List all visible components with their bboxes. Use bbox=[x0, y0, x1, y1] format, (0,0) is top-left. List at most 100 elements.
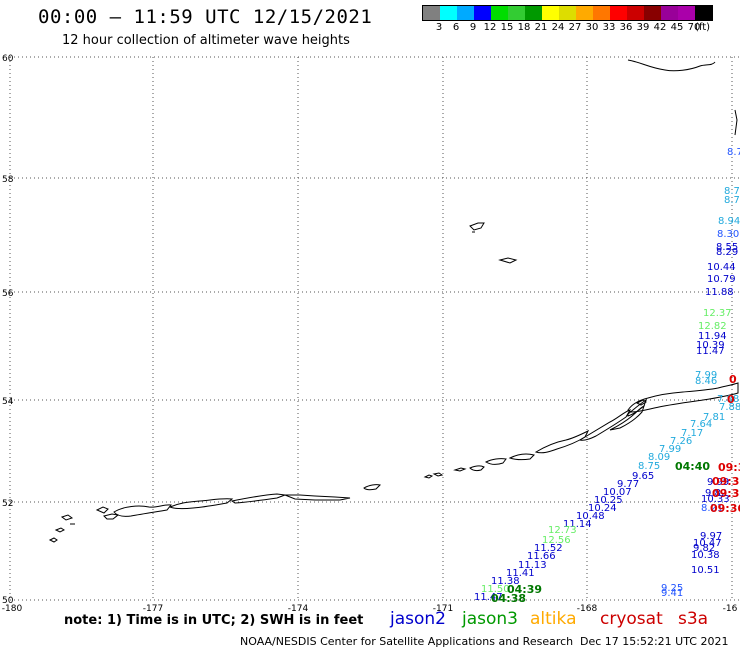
legend-label: 33 bbox=[602, 22, 616, 33]
wave-height-value: 10.39 bbox=[696, 340, 725, 351]
lat-label: 54 bbox=[2, 397, 14, 407]
wave-height-value: 12.37 bbox=[703, 308, 732, 319]
wave-height-value: 8.94 bbox=[718, 216, 740, 227]
legend-swatch bbox=[525, 6, 542, 20]
wave-height-value: 11.94 bbox=[698, 331, 727, 342]
wave-height-value: 09:3 bbox=[718, 461, 740, 474]
wave-height-value: 11.41 bbox=[506, 568, 535, 579]
legend-label: 30 bbox=[585, 22, 599, 33]
wave-height-value: 8.7 bbox=[724, 186, 740, 197]
map-title: 00:00 – 11:59 UTC 12/15/2021 bbox=[38, 6, 373, 28]
legend-color-bar bbox=[422, 5, 713, 21]
legend-label: 70 bbox=[687, 22, 701, 33]
wave-height-value: 10.07 bbox=[603, 487, 632, 498]
wave-height-value: 7.88 bbox=[717, 394, 739, 405]
wave-height-value: 04:40 bbox=[675, 460, 710, 473]
wave-height-value: 8.7 bbox=[727, 147, 740, 158]
wave-height-value: 7.99 bbox=[659, 444, 681, 455]
legend-swatch bbox=[610, 6, 627, 20]
wave-height-value: 8.7 bbox=[724, 195, 740, 206]
wave-height-value: 11.14 bbox=[563, 519, 592, 530]
wave-height-value: 10.79 bbox=[707, 274, 736, 285]
legend-label: 18 bbox=[517, 22, 531, 33]
wave-height-value: 11.50 bbox=[481, 584, 510, 595]
wave-height-value: 9.99 bbox=[707, 477, 729, 488]
wave-height-value: 9.65 bbox=[632, 471, 654, 482]
legend-label: 39 bbox=[636, 22, 650, 33]
wave-height-value: 0 bbox=[727, 393, 735, 406]
wave-height-value: 10.25 bbox=[594, 495, 623, 506]
legend-label: 24 bbox=[551, 22, 565, 33]
legend-swatch bbox=[423, 6, 440, 20]
legend-label: 15 bbox=[500, 22, 514, 33]
wave-height-value: 10.44 bbox=[707, 262, 736, 273]
wave-height-value: 10.51 bbox=[691, 565, 720, 576]
lat-label: 58 bbox=[2, 175, 14, 185]
legend-swatch bbox=[678, 6, 695, 20]
wave-height-value: 11.52 bbox=[534, 543, 563, 554]
wave-height-value: 09:36 bbox=[710, 502, 740, 515]
wave-height-value: 11.66 bbox=[527, 551, 556, 562]
lon-label: -177 bbox=[143, 604, 163, 614]
legend-swatch bbox=[644, 6, 661, 20]
wave-height-value: 8.21 bbox=[701, 503, 723, 514]
legend-swatch bbox=[440, 6, 457, 20]
wave-height-value: 8.46 bbox=[695, 376, 717, 387]
wave-height-value: 10.38 bbox=[691, 550, 720, 561]
wave-height-value: 10.47 bbox=[693, 538, 722, 549]
legend-label: 36 bbox=[619, 22, 633, 33]
legend-swatch bbox=[508, 6, 525, 20]
footer-note: note: 1) Time is in UTC; 2) SWH is in fe… bbox=[64, 613, 364, 628]
lat-label: 52 bbox=[2, 499, 13, 509]
wave-height-value: 7.17 bbox=[681, 428, 703, 439]
wave-height-value: 7.81 bbox=[703, 412, 725, 423]
wave-height-value: 12.56 bbox=[542, 535, 571, 546]
wave-height-value: 9.82 bbox=[705, 488, 727, 499]
wave-height-value: 12.73 bbox=[548, 525, 577, 536]
footer-timestamp: Dec 17 15:52:21 UTC 2021 bbox=[580, 635, 729, 648]
legend-swatch bbox=[661, 6, 678, 20]
wave-height-value: 9.82 bbox=[693, 543, 715, 554]
color-legend: 3 6 9 12 15 18 21 24 27 30 33 36 39 42 45 70 (ft) bbox=[422, 5, 713, 35]
legend-label: 21 bbox=[534, 22, 548, 33]
legend-swatch bbox=[491, 6, 508, 20]
wave-height-value: 0 bbox=[729, 373, 737, 386]
legend-label: 12 bbox=[483, 22, 497, 33]
lon-label: -180 bbox=[2, 604, 23, 614]
legend-labels: 3 6 9 12 15 18 21 24 27 30 33 36 39 42 45 70 (ft) bbox=[422, 21, 713, 35]
lat-label: 56 bbox=[2, 289, 14, 299]
wave-height-value: 9.41 bbox=[661, 588, 683, 599]
wave-height-value: 11.88 bbox=[705, 287, 734, 298]
wave-height-value: 7.64 bbox=[690, 419, 712, 430]
wave-height-value: 12.82 bbox=[698, 321, 727, 332]
lon-label: -171 bbox=[433, 604, 453, 614]
legend-label: 45 bbox=[670, 22, 684, 33]
wave-height-value: 11.47 bbox=[474, 592, 503, 603]
legend-label: 27 bbox=[568, 22, 582, 33]
wave-height-value: 9.97 bbox=[700, 531, 722, 542]
legend-cryosat: cryosat bbox=[600, 609, 663, 629]
wave-height-value: 8.75 bbox=[638, 461, 660, 472]
longitude-labels: -180 -177 -174 -171 -168 -16 bbox=[2, 604, 738, 614]
legend-jason3: jason3 bbox=[462, 609, 518, 629]
wave-height-value: 8.29 bbox=[716, 247, 738, 258]
wave-height-value: 10.33 bbox=[701, 494, 730, 505]
legend-swatch bbox=[457, 6, 474, 20]
legend-label: 9 bbox=[469, 22, 477, 33]
legend-swatch bbox=[695, 6, 712, 20]
legend-swatch bbox=[593, 6, 610, 20]
legend-jason2: jason2 bbox=[390, 609, 446, 629]
lon-label: -174 bbox=[288, 604, 309, 614]
legend-swatch bbox=[559, 6, 576, 20]
legend-swatch bbox=[542, 6, 559, 20]
wave-height-value: 04:38 bbox=[491, 592, 526, 605]
legend-label: 3 bbox=[435, 22, 443, 33]
wave-height-value: 8.09 bbox=[648, 452, 670, 463]
wave-height-value: 09:3 bbox=[712, 475, 739, 488]
wave-height-labels: 10.4410.7911.8811.9410.3911.479.999.8210… bbox=[474, 147, 740, 605]
wave-height-value: 09:36 bbox=[712, 487, 740, 500]
wave-height-value: 04:39 bbox=[507, 583, 542, 596]
legend-swatch bbox=[474, 6, 491, 20]
wave-height-value: 7.88 bbox=[719, 402, 740, 413]
